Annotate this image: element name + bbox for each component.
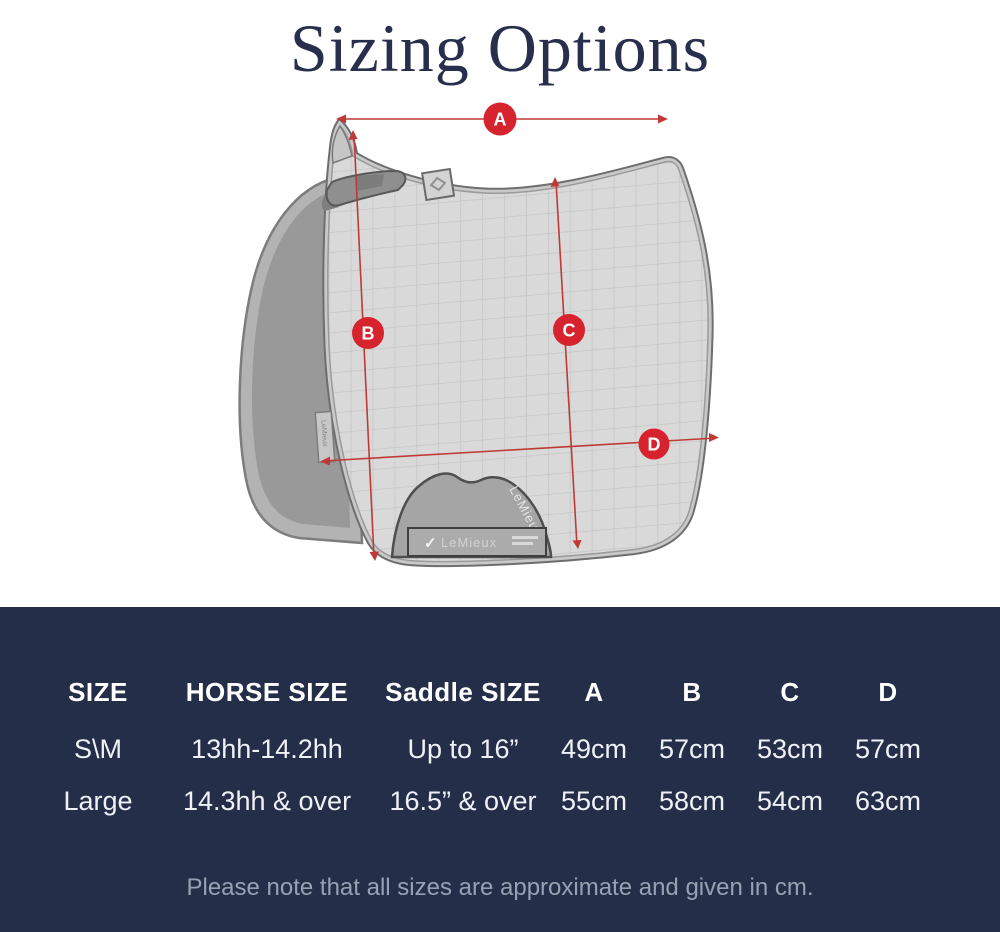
header-b: B [682,676,702,707]
pad-front-fold [331,124,353,165]
measure-badge-a: A [483,102,517,136]
table-row: Large 14.3hh & over 16.5” & over 55cm 58… [0,775,1000,827]
measure-letter-b: B [362,324,375,344]
table-row: S\M 13hh-14.2hh Up to 16” 49cm 57cm 53cm… [0,715,1000,775]
measure-letter-d: D [648,435,661,455]
cell-size: S\M [73,733,122,764]
table-header-row: SIZE HORSE SIZE Saddle SIZE A B C D [0,607,1000,715]
sizes-note: Please note that all sizes are approxima… [186,874,814,901]
header-d: D [878,676,898,707]
header-c: C [780,676,800,707]
cell-saddle-size: Up to 16” [407,733,519,764]
cell-b: 58cm [658,785,726,816]
measure-badge-d: D [638,428,670,460]
girth-strap [321,169,407,211]
cell-d: 57cm [854,733,922,764]
header-horse-size: HORSE SIZE [185,676,349,707]
cell-a: 49cm [560,733,628,764]
saddle-pad-diagram: LeMieux LeMieux ✓ LeMieux [0,95,1000,607]
brand-diamond-patch [420,167,456,202]
cell-size: Large [63,785,133,816]
cell-saddle-size: 16.5” & over [389,785,537,816]
saddle-pad [322,117,714,568]
cell-horse-size: 14.3hh & over [182,785,352,816]
side-tag-text: LeMieux [319,420,328,447]
header-a: A [584,676,604,707]
cell-horse-size: 13hh-14.2hh [191,733,343,764]
measure-letter-a: A [494,110,507,130]
cell-b: 57cm [658,733,726,764]
cell-d: 63cm [854,785,922,816]
measure-badge-c: C [553,314,585,346]
header-saddle-size: Saddle SIZE [385,676,541,707]
pad-label: ✓ LeMieux [407,527,547,557]
cell-a: 55cm [560,785,628,816]
cell-c: 54cm [756,785,824,816]
label-brand-text: LeMieux [441,535,497,550]
side-tag: LeMieux [314,410,336,464]
cell-c: 53cm [756,733,824,764]
header-size: SIZE [68,676,128,707]
label-check-glyph: ✓ [424,535,437,552]
measure-badge-b: B [352,317,384,349]
sizing-table-section: SIZE HORSE SIZE Saddle SIZE A B C D S\M … [0,607,1000,932]
measure-letter-c: C [563,321,576,341]
girth-patch: LeMieux ✓ LeMieux [390,472,553,559]
page-title: Sizing Options [289,9,711,86]
measurement-arrowheads [320,114,719,561]
measurement-badges: A B C D [352,102,670,460]
